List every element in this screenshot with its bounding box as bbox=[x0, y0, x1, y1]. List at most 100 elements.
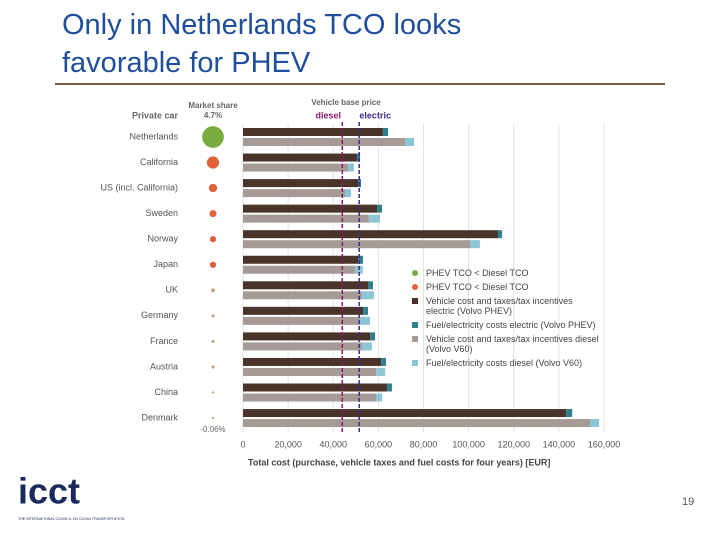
legend-swatch bbox=[412, 336, 418, 342]
legend-swatch bbox=[412, 298, 418, 304]
x-axis-title: Total cost (purchase, vehicle taxes and … bbox=[248, 457, 550, 467]
market-share-dot bbox=[202, 126, 224, 148]
bar-segment bbox=[370, 332, 375, 341]
bar-segment bbox=[368, 214, 380, 223]
bar-segment bbox=[243, 306, 364, 315]
bar-segment bbox=[361, 342, 372, 351]
category-label: Denmark bbox=[141, 412, 178, 422]
category-label: France bbox=[150, 336, 178, 346]
bar-segment bbox=[376, 393, 383, 402]
bar-segment bbox=[243, 163, 348, 172]
x-tick-label: 160,000 bbox=[588, 439, 621, 449]
logo-tagline: THE INTERNATIONAL COUNCIL ON CLEAN TRANS… bbox=[18, 517, 125, 521]
bar-segment bbox=[361, 291, 374, 300]
legend-item: Fuel/electricity costs diesel (Volvo V60… bbox=[412, 358, 602, 368]
bar-segment bbox=[590, 419, 600, 428]
x-tick-label: 120,000 bbox=[497, 439, 530, 449]
bar-segment bbox=[243, 409, 567, 418]
legend-label: Vehicle cost and taxes/tax incentives di… bbox=[426, 334, 599, 354]
market-share-dot bbox=[211, 314, 215, 318]
bar-segment bbox=[243, 419, 591, 428]
bar-segment bbox=[243, 240, 470, 249]
legend-label: Fuel/electricity costs electric (Volvo P… bbox=[426, 320, 596, 330]
reference-label: diesel bbox=[316, 110, 342, 120]
legend-swatch bbox=[412, 284, 418, 290]
bar-segment bbox=[243, 214, 369, 223]
bar-segment bbox=[360, 316, 371, 325]
market-share-header: Market share bbox=[188, 101, 238, 110]
legend-label: PHEV TCO < Diesel TCO bbox=[426, 268, 529, 278]
market-share-dot bbox=[211, 391, 215, 394]
bar-segment bbox=[243, 189, 345, 198]
legend: PHEV TCO < Diesel TCO PHEV TCO < Diesel T… bbox=[412, 268, 602, 372]
category-label: UK bbox=[165, 285, 178, 295]
market-share-dot bbox=[211, 416, 215, 420]
legend-item: Fuel/electricity costs electric (Volvo P… bbox=[412, 320, 602, 330]
x-tick-label: 60,000 bbox=[365, 439, 393, 449]
legend-label: Vehicle cost and taxes/tax incentives el… bbox=[426, 296, 573, 316]
x-tick-label: 80,000 bbox=[410, 439, 438, 449]
market-share-dot bbox=[211, 339, 215, 343]
legend-swatch bbox=[412, 360, 418, 366]
category-label: Japan bbox=[153, 259, 178, 269]
market-share-dot bbox=[211, 288, 215, 293]
category-label: Sweden bbox=[145, 208, 178, 218]
market-share-dot bbox=[209, 210, 217, 218]
market-share-label: -0.06% bbox=[200, 425, 225, 434]
bar-segment bbox=[243, 204, 378, 213]
x-tick-label: 40,000 bbox=[319, 439, 347, 449]
bar-segment bbox=[497, 230, 503, 239]
bar-segment bbox=[243, 255, 359, 264]
x-tick-label: 20,000 bbox=[274, 439, 302, 449]
bar-segment bbox=[381, 357, 387, 366]
market-share-dot bbox=[206, 156, 220, 169]
bar-segment bbox=[404, 138, 415, 146]
legend-swatch bbox=[412, 270, 418, 276]
bar-segment bbox=[243, 332, 371, 341]
legend-label: Fuel/electricity costs diesel (Volvo V60… bbox=[426, 358, 583, 368]
bar-segment bbox=[243, 367, 377, 376]
legend-item: PHEV TCO < Diesel TCO bbox=[412, 282, 602, 292]
category-label: Norway bbox=[147, 234, 178, 244]
category-label: California bbox=[140, 157, 178, 167]
bar-segment bbox=[376, 367, 386, 376]
bar-segment bbox=[358, 255, 364, 264]
category-label: China bbox=[154, 387, 178, 397]
bar-segment bbox=[243, 281, 368, 290]
market-share-dot bbox=[209, 261, 217, 268]
bar-segment bbox=[243, 316, 361, 325]
bar-segment bbox=[243, 230, 498, 239]
bar-segment bbox=[367, 281, 373, 290]
bar-segment bbox=[243, 357, 382, 366]
market-share-dot bbox=[208, 183, 218, 193]
x-tick-label: 100,000 bbox=[452, 439, 485, 449]
legend-swatch bbox=[412, 322, 418, 328]
x-tick-label: 140,000 bbox=[543, 439, 576, 449]
bar-segment bbox=[243, 179, 359, 188]
bar-segment bbox=[363, 306, 368, 315]
page-number: 19 bbox=[682, 496, 695, 508]
bar-segment bbox=[243, 393, 377, 402]
x-tick-label: 0 bbox=[240, 439, 245, 449]
bar-segment bbox=[469, 240, 480, 249]
market-share-dot bbox=[209, 236, 217, 243]
bar-segment bbox=[243, 128, 383, 136]
bar-segment bbox=[566, 409, 573, 418]
category-label: Germany bbox=[141, 310, 179, 320]
reference-header: Vehicle base price bbox=[311, 98, 381, 107]
category-label: Austria bbox=[150, 361, 178, 371]
bar-segment bbox=[377, 204, 382, 213]
title-line: favorable for PHEV bbox=[62, 47, 311, 79]
bar-segment bbox=[243, 153, 357, 162]
bar-segment bbox=[243, 291, 362, 300]
reference-label: electric bbox=[359, 110, 391, 120]
market-share-dot bbox=[211, 365, 215, 369]
logo: icct bbox=[18, 471, 80, 512]
legend-item: PHEV TCO < Diesel TCO bbox=[412, 268, 602, 278]
bar-segment bbox=[243, 138, 405, 146]
slide-title: Only in Netherlands TCO looks favorable … bbox=[62, 6, 461, 82]
bar-segment bbox=[382, 128, 389, 136]
legend-item: Vehicle cost and taxes/tax incentives el… bbox=[412, 296, 602, 316]
category-header: Private car bbox=[132, 110, 179, 120]
